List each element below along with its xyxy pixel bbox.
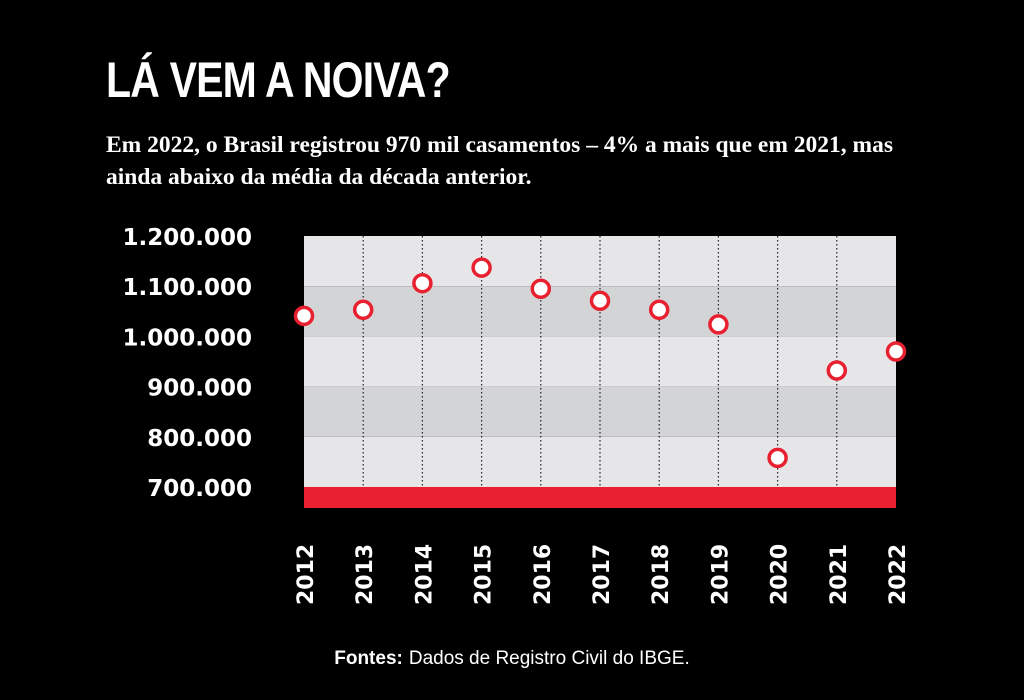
x-tick-label: 2015: [472, 544, 497, 605]
x-tick-label: 2018: [649, 544, 674, 605]
data-point: [708, 314, 729, 335]
source-note: Fontes: Dados de Registro Civil do IBGE.: [0, 648, 1024, 670]
scatter-chart: 1.200.000 1.100.000 1.000.000 900.000 800.00…: [123, 225, 912, 605]
x-tick-label: 2014: [412, 544, 437, 605]
y-axis-tick-labels: 1.200.000 1.100.000 1.000.000 900.000 800.00…: [123, 225, 253, 502]
data-point: [648, 299, 670, 321]
chart-title: LÁ VEM A NOIVA?: [106, 52, 451, 108]
data-point: [826, 360, 848, 381]
data-point: [352, 299, 374, 321]
x-axis-tick-labels: 2012 2013 2014 2015 2016 2017 2018 2019 2020 2021…: [294, 544, 911, 605]
source-text: Dados de Registro Civil do IBGE.: [408, 648, 690, 669]
y-tick-label: 900.000: [147, 376, 252, 402]
x-tick-label: 2016: [531, 544, 556, 605]
y-tick-label: 800.000: [147, 426, 252, 452]
data-point: [412, 272, 433, 294]
baseline-bar: [304, 487, 896, 508]
source-label: Fontes:: [334, 648, 403, 669]
y-tick-label: 700.000: [147, 476, 252, 502]
x-tick-label: 2021: [827, 544, 852, 605]
x-tick-label: 2022: [886, 544, 911, 605]
data-point: [767, 447, 788, 469]
y-tick-label: 1.000.000: [123, 325, 253, 351]
x-tick-label: 2017: [590, 544, 615, 605]
data-point: [471, 257, 492, 278]
x-tick-label: 2013: [353, 544, 378, 605]
data-point: [589, 290, 611, 312]
data-point: [530, 278, 552, 299]
x-tick-label: 2012: [294, 544, 319, 605]
x-tick-label: 2020: [768, 544, 793, 605]
x-tick-label: 2019: [708, 544, 733, 605]
data-point: [885, 341, 907, 362]
data-point: [293, 305, 315, 327]
y-tick-label: 1.200.000: [123, 225, 253, 251]
y-tick-label: 1.100.000: [123, 275, 253, 301]
chart-subtitle: Em 2022, o Brasil registrou 970 mil casa…: [106, 132, 893, 190]
data-points: [293, 257, 907, 469]
